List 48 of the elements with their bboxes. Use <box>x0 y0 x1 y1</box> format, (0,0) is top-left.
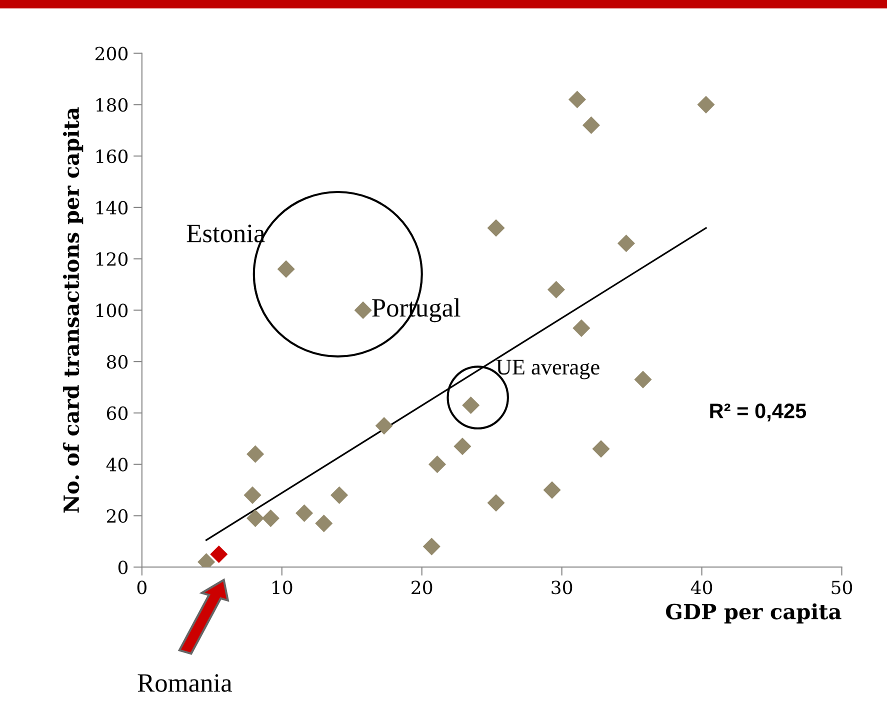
y-tick-label: 180 <box>96 98 128 112</box>
point <box>428 456 446 474</box>
annotation: R² = 0,425 <box>710 404 806 422</box>
point <box>277 260 295 278</box>
point <box>697 96 715 114</box>
point <box>592 440 610 458</box>
y-tick-label: 120 <box>96 252 128 266</box>
point <box>634 370 652 388</box>
y-tick-label: 40 <box>106 458 128 472</box>
y-tick-label: 0 <box>118 560 128 574</box>
y-tick-label: 200 <box>95 46 128 60</box>
x-tick-label: 20 <box>412 580 432 594</box>
x-tick-label: 40 <box>690 580 712 594</box>
point <box>246 510 264 528</box>
point <box>262 510 280 528</box>
point <box>296 504 314 522</box>
x-tick-label: 30 <box>552 580 572 594</box>
x-axis-title: GDP per capita <box>666 603 842 624</box>
point <box>572 319 590 337</box>
y-tick-label: 100 <box>96 304 128 318</box>
y-axis-title: No. of card transactions per capita <box>62 107 84 513</box>
point <box>354 301 372 319</box>
x-tick-label: 50 <box>832 580 852 594</box>
point <box>617 234 635 252</box>
point <box>547 280 566 298</box>
y-tick-label: 140 <box>96 200 128 215</box>
y-tick-label: 160 <box>96 150 128 164</box>
y-tick-label: 80 <box>106 355 128 369</box>
point <box>582 116 600 134</box>
point <box>375 417 393 435</box>
point <box>454 438 472 456</box>
point <box>422 538 440 556</box>
annotation: Estonia <box>186 224 265 242</box>
x-tick-label: 10 <box>272 580 292 594</box>
point <box>246 445 264 463</box>
y-tick-label: 60 <box>106 406 128 420</box>
point <box>543 481 561 499</box>
y-tick-label: 20 <box>106 509 128 523</box>
point <box>487 494 505 512</box>
x-tick-label: 0 <box>137 580 146 594</box>
point <box>487 219 505 237</box>
point <box>568 90 586 108</box>
point <box>330 486 348 504</box>
point <box>244 486 262 504</box>
text: Romania <box>138 674 232 692</box>
point <box>315 514 333 532</box>
annotation: UE average <box>496 360 600 380</box>
point <box>210 545 228 564</box>
